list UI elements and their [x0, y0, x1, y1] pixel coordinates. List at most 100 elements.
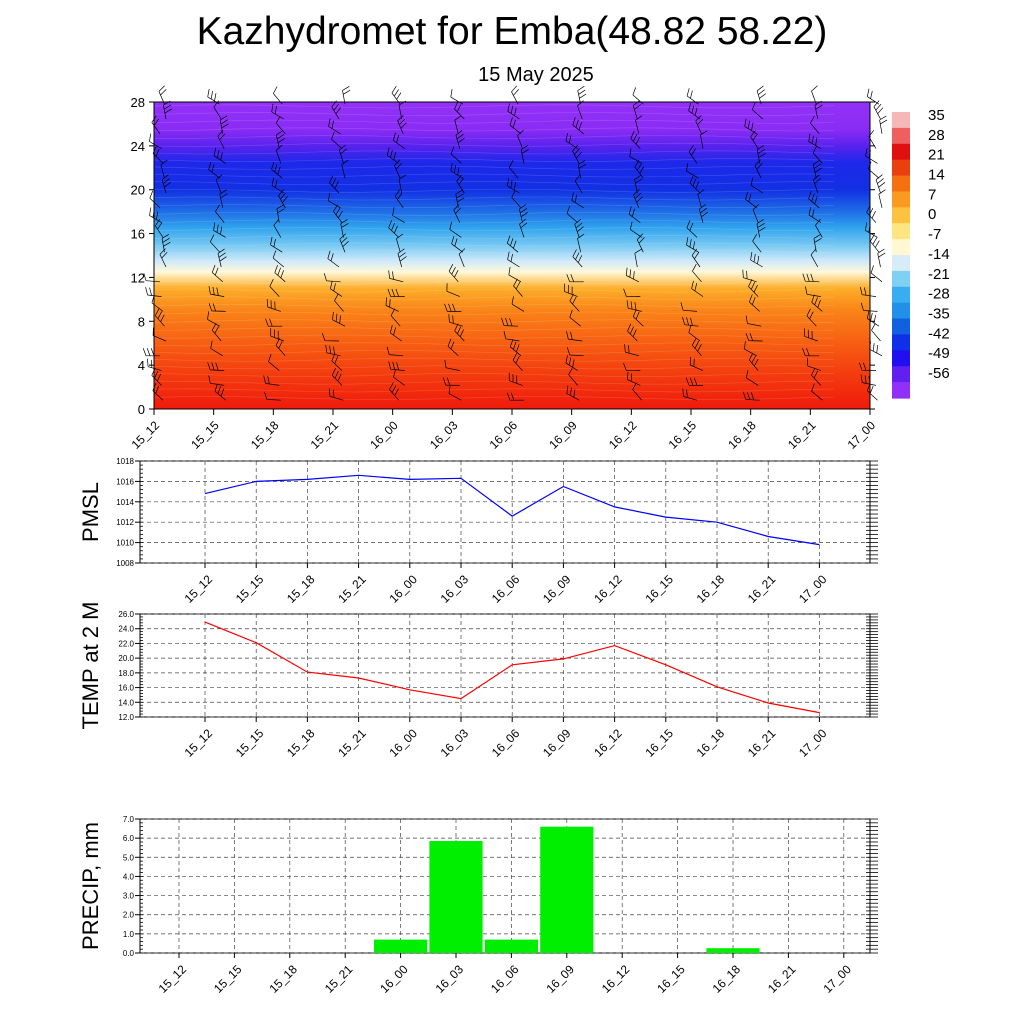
colorbar-label: -21: [928, 266, 950, 283]
contour-line: [153, 357, 835, 362]
y-tick-label: 12.0: [118, 713, 134, 722]
contour-line: [153, 334, 835, 339]
wind-barb: [388, 270, 404, 283]
wind-barb: [630, 131, 641, 149]
wind-barb: [808, 207, 821, 223]
wind-barb: [213, 222, 226, 238]
y-axis-label: PRECIP, mm: [78, 822, 103, 950]
wind-barb: [685, 377, 704, 386]
wind-barb: [339, 233, 349, 253]
wind-barb: [692, 264, 702, 283]
colorbar-swatch: [892, 270, 910, 288]
x-tick-label: 15_15: [188, 418, 222, 452]
wind-barb: [634, 174, 643, 194]
wind-barb: [566, 274, 584, 283]
wind-barb: [750, 252, 763, 268]
y-tick-label: 18.0: [118, 669, 134, 678]
wind-barb: [501, 317, 519, 327]
x-tick-label: 16_09: [546, 418, 580, 452]
wind-barb: [745, 315, 762, 327]
wind-barb: [686, 88, 699, 105]
x-tick-label: 15_15: [211, 962, 245, 996]
wind-barb: [213, 147, 226, 164]
y-tick-label: 22.0: [118, 639, 134, 648]
x-tick-label: 16_15: [654, 962, 688, 996]
wind-barb: [518, 204, 528, 223]
wind-barb: [331, 368, 343, 386]
y-tick-label: 4.0: [123, 872, 135, 881]
wind-barb: [274, 264, 286, 283]
wind-barb: [392, 207, 405, 223]
wind-barb: [450, 89, 463, 105]
wind-barb: [276, 204, 285, 223]
y-tick-label: 0: [138, 402, 145, 417]
wind-barb: [207, 362, 225, 371]
contour-line: [153, 135, 835, 140]
panel-frame: [139, 460, 871, 564]
y-tick-label: 20.0: [118, 654, 134, 663]
contour-line: [153, 250, 835, 255]
wind-barb: [450, 163, 463, 179]
wind-barb: [152, 327, 167, 342]
wind-barb: [635, 115, 643, 134]
y-tick-label: 24.0: [118, 625, 134, 634]
wind-barb: [807, 357, 821, 371]
wind-barb: [877, 248, 886, 268]
wind-barb: [208, 161, 220, 179]
wind-barb: [444, 359, 460, 371]
wind-barb: [328, 388, 344, 401]
wind-barb: [331, 100, 341, 120]
wind-barb: [745, 191, 757, 209]
wind-barb: [859, 286, 877, 297]
wind-barb: [700, 130, 708, 149]
precip-bar: [429, 841, 483, 953]
contour-line: [153, 181, 835, 186]
contour-line: [153, 112, 835, 117]
wind-barb: [160, 159, 168, 179]
wind-barb: [871, 323, 881, 342]
contour-line: [153, 350, 835, 354]
wind-barb: [271, 177, 284, 194]
wind-barb: [327, 250, 340, 268]
colorbar-swatch: [892, 382, 910, 399]
wind-barb: [686, 220, 698, 238]
precip-bar: [374, 939, 428, 953]
wind-barb: [623, 362, 641, 371]
wind-barb: [870, 265, 883, 283]
wind-barb: [811, 85, 818, 105]
contour-line: [153, 150, 835, 155]
wind-barb: [330, 280, 343, 297]
wind-barb: [815, 218, 823, 238]
contour-line: [153, 127, 835, 132]
colorbar-swatch: [892, 366, 910, 383]
wind-barb: [689, 175, 701, 194]
wind-barb: [574, 218, 584, 238]
wind-barb: [691, 338, 702, 357]
wind-barb: [869, 341, 883, 357]
wind-barb: [506, 235, 519, 253]
wind-barb: [744, 341, 757, 357]
wind-barb: [756, 219, 766, 238]
wind-barb: [390, 308, 401, 327]
wind-barb: [208, 286, 225, 297]
x-tick-label: 16_06: [489, 726, 523, 760]
wind-barb: [572, 117, 584, 135]
x-tick-label: 16_03: [427, 418, 461, 452]
x-tick-label: 16_00: [386, 572, 420, 606]
x-tick-label: 15_15: [233, 572, 267, 606]
x-tick-label: 16_12: [606, 418, 640, 452]
colorbar-label: -35: [928, 305, 950, 322]
wind-barb: [397, 115, 407, 134]
precip-bar: [484, 939, 538, 953]
contour-line: [153, 196, 835, 201]
contour-line: [153, 319, 835, 324]
wind-barb: [565, 133, 578, 149]
colorbar-label: 35: [928, 107, 945, 124]
wind-barb: [149, 207, 162, 223]
contour-line: [153, 327, 835, 331]
y-tick-label: 20: [131, 183, 145, 198]
wind-barb: [155, 218, 164, 238]
wind-barb: [159, 248, 168, 268]
wind-barb: [756, 85, 767, 105]
wind-barb: [264, 391, 281, 401]
